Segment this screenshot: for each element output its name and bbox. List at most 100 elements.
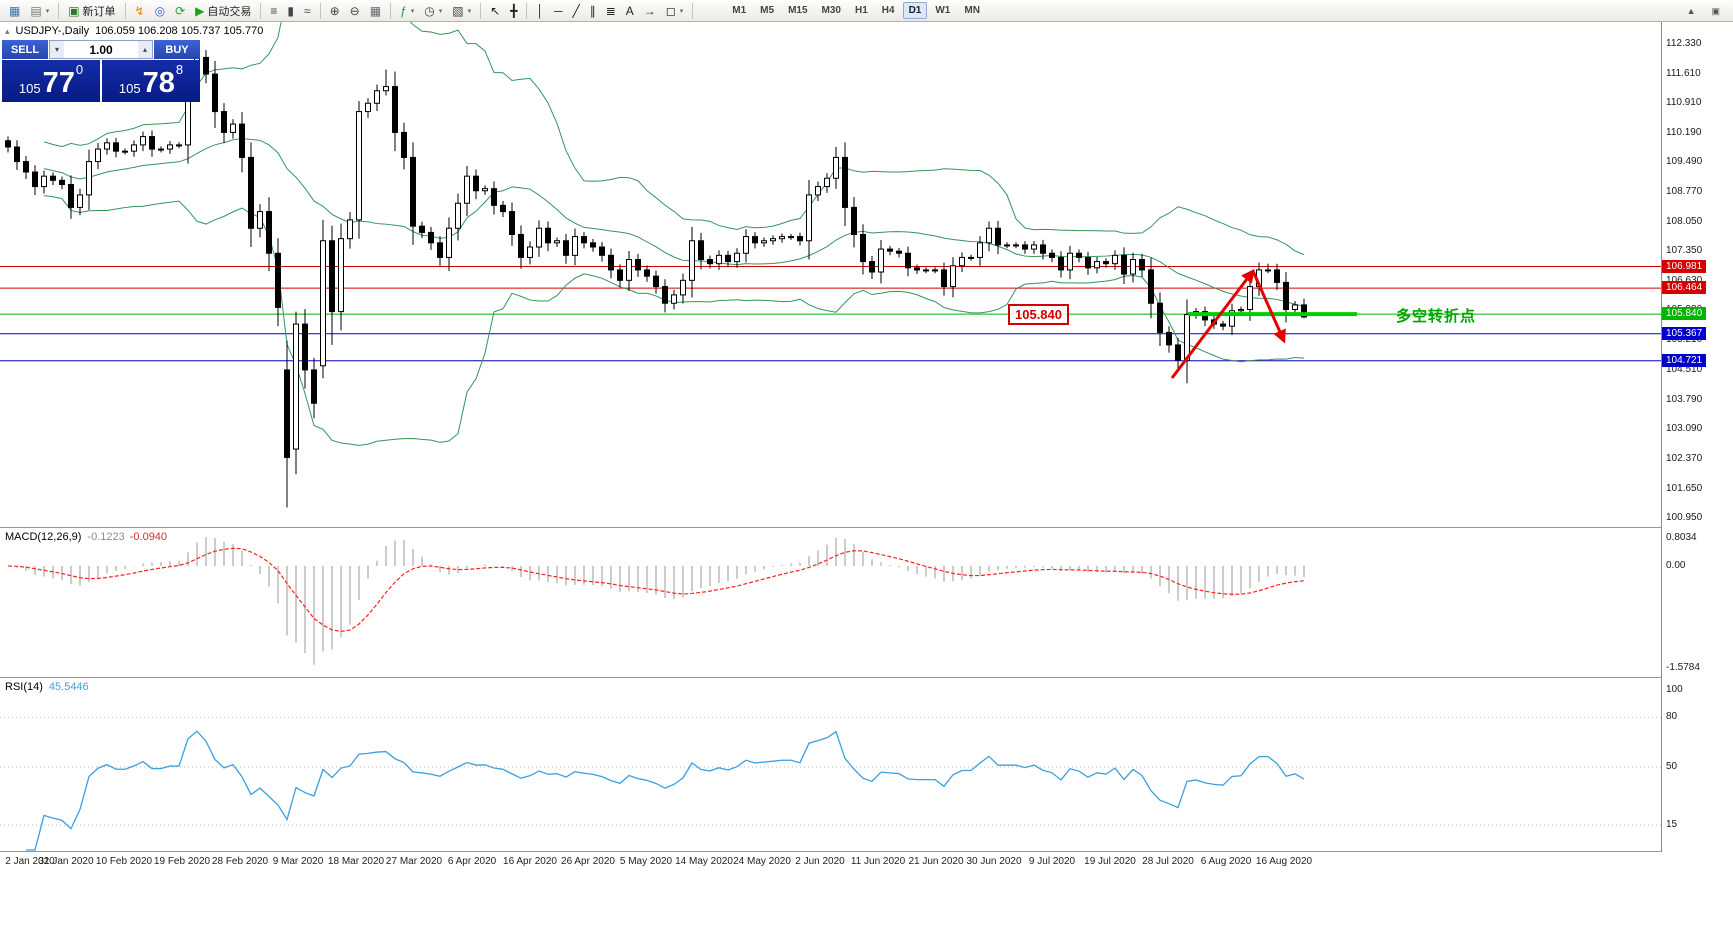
time-axis[interactable]: 2 Jan 2020 31 Jan 2020 10 Feb 2020 19 Feb 2… bbox=[0, 852, 1733, 872]
macd-signal-line bbox=[7, 547, 1305, 633]
date-label: 31 Jan 2020 bbox=[38, 856, 94, 867]
date-label: 6 Aug 2020 bbox=[1200, 856, 1252, 867]
trendline-button[interactable]: ╱ bbox=[567, 1, 584, 21]
tf-button-H4[interactable]: H4 bbox=[881, 5, 895, 16]
tf-button-H1[interactable]: H1 bbox=[854, 5, 868, 16]
macd-scale-label: 0.00 bbox=[1666, 559, 1686, 571]
chart-shift-icon[interactable]: ▣ bbox=[1706, 1, 1725, 21]
zigzag-annotation[interactable] bbox=[1170, 268, 1286, 379]
rsi-label: RSI(14) bbox=[5, 681, 43, 693]
price-level-callout[interactable]: 105.840 bbox=[1008, 304, 1069, 325]
tile-windows-icon: ▦ bbox=[369, 3, 382, 18]
vertical-line-button[interactable]: │ bbox=[531, 1, 549, 21]
panel-collapse-icon[interactable]: ▴ bbox=[5, 25, 10, 36]
bar-chart-icon: ≡ bbox=[270, 3, 278, 18]
price-tick: 110.910 bbox=[1666, 96, 1702, 108]
zoom-out-button[interactable]: ⊖ bbox=[345, 1, 365, 21]
timeframe-group: M1 M5 M15 M30 H1 H4 D1 W1 MN bbox=[725, 2, 987, 19]
candlestick-chart-icon: ▮ bbox=[287, 3, 295, 18]
price-scale[interactable]: 112.330 111.610 110.910 110.190 109.490 108.7… bbox=[1661, 22, 1733, 852]
main-chart-canvas[interactable] bbox=[0, 22, 1661, 527]
zigzag-up-arrow[interactable] bbox=[1170, 268, 1255, 379]
text-button[interactable]: A bbox=[621, 1, 639, 21]
date-label: 24 May 2020 bbox=[733, 856, 791, 867]
zoom-out-icon: ⊖ bbox=[349, 3, 360, 18]
periods-button[interactable]: ◷ ▾ bbox=[419, 1, 447, 21]
turning-point-label[interactable]: 多空转折点 bbox=[1396, 308, 1477, 325]
price-badge: 105.840 bbox=[1662, 307, 1707, 321]
tf-button-M30[interactable]: M30 bbox=[821, 5, 841, 16]
price-tick: 110.190 bbox=[1666, 126, 1702, 138]
zoom-in-button[interactable]: ⊕ bbox=[325, 1, 345, 21]
tile-windows-button[interactable]: ▦ bbox=[365, 1, 386, 21]
new-chart-button[interactable]: ▦ bbox=[4, 1, 25, 21]
profiles-button[interactable]: ▤ ▾ bbox=[25, 1, 54, 21]
ohlc-values: 106.059 106.208 105.737 105.770 bbox=[95, 25, 264, 37]
date-label: 21 Jun 2020 bbox=[908, 856, 964, 867]
crosshair-button[interactable]: ╋ bbox=[505, 1, 522, 21]
zigzag-down-arrow[interactable] bbox=[1251, 270, 1286, 344]
tf-button-M5[interactable]: M5 bbox=[760, 5, 775, 16]
tf-button-M15[interactable]: M15 bbox=[788, 5, 808, 16]
cursor-button[interactable]: ↖ bbox=[485, 1, 505, 21]
price-tick: 102.370 bbox=[1666, 452, 1703, 464]
price-tick: 106.630 bbox=[1666, 275, 1702, 287]
pane-splitter[interactable] bbox=[0, 677, 1733, 678]
toolbar-separator bbox=[260, 2, 262, 19]
volume-increase-button[interactable]: ▴ bbox=[138, 41, 152, 58]
dropdown-caret-icon: ▾ bbox=[438, 7, 443, 15]
date-label: 2 Jun 2020 bbox=[795, 856, 845, 867]
horizontal-line-button[interactable]: ─ bbox=[549, 1, 568, 21]
sell-price-pipette: 0 bbox=[75, 62, 84, 77]
indicators-icon: ƒ bbox=[400, 3, 407, 18]
price-badge: 104.721 bbox=[1662, 353, 1707, 367]
symbol-title: USDJPY-,Daily bbox=[15, 25, 90, 37]
toolbar-separator bbox=[480, 2, 482, 19]
autotrading-button[interactable]: ▶ 自动交易 bbox=[190, 1, 256, 21]
sell-price-button[interactable]: 105 77 0 bbox=[2, 60, 100, 102]
shapes-button[interactable]: ◻ ▾ bbox=[661, 1, 688, 21]
fibonacci-button[interactable]: ≣ bbox=[601, 1, 621, 21]
sell-button[interactable]: SELL bbox=[2, 40, 48, 59]
price-tick: 103.790 bbox=[1666, 393, 1703, 405]
buy-button[interactable]: BUY bbox=[154, 40, 200, 59]
line-chart-button[interactable]: ≈ bbox=[299, 1, 316, 21]
new-order-button-label: 新订单 bbox=[82, 5, 116, 18]
dropdown-caret-icon: ▾ bbox=[679, 7, 684, 15]
new-order-button[interactable]: ▣ 新订单 bbox=[63, 1, 120, 21]
tf-button-D1[interactable]: D1 bbox=[902, 2, 928, 19]
volume-decrease-button[interactable]: ▾ bbox=[50, 41, 64, 58]
templates-button[interactable]: ▧ ▾ bbox=[447, 1, 476, 21]
autotrading-icon: ▶ bbox=[195, 3, 205, 18]
refresh-icon[interactable]: ⟳ bbox=[170, 1, 190, 21]
quotes-window-icon-icon: ◎ bbox=[154, 3, 166, 18]
tf-button-M1[interactable]: M1 bbox=[732, 5, 747, 16]
tf-button-MN[interactable]: MN bbox=[964, 5, 980, 16]
candlestick-chart-button[interactable]: ▮ bbox=[282, 1, 299, 21]
volume-input[interactable] bbox=[64, 41, 138, 58]
arrows-button[interactable]: → bbox=[639, 1, 661, 21]
macd-pane-canvas[interactable] bbox=[0, 528, 1661, 677]
rsi-pane-canvas[interactable] bbox=[0, 678, 1661, 851]
profiles-icon: ▤ bbox=[30, 3, 42, 18]
cursor-icon: ↖ bbox=[490, 3, 501, 18]
buy-price-button[interactable]: 105 78 8 bbox=[102, 60, 200, 102]
sell-price-pips: 77 bbox=[42, 67, 75, 99]
quotes-window-icon[interactable]: ◎ bbox=[150, 1, 170, 21]
pane-splitter[interactable] bbox=[0, 851, 1733, 852]
expert-advisors-icon[interactable]: ↯ bbox=[130, 1, 150, 21]
channel-button[interactable]: ∥ bbox=[585, 1, 601, 21]
date-label: 2 Jan 2020 bbox=[5, 856, 55, 867]
bar-chart-button[interactable]: ≡ bbox=[265, 1, 282, 21]
indicators-button[interactable]: ƒ ▾ bbox=[395, 1, 419, 21]
toolbar-separator bbox=[58, 2, 60, 19]
scroll-to-end-icon[interactable]: ▲ bbox=[1682, 1, 1701, 21]
pane-splitter[interactable] bbox=[0, 527, 1733, 528]
date-label: 14 May 2020 bbox=[675, 856, 733, 867]
new-chart-icon: ▦ bbox=[9, 3, 21, 18]
autotrading-button-label: 自动交易 bbox=[207, 5, 252, 18]
dropdown-caret-icon: ▾ bbox=[467, 7, 472, 15]
tf-button-W1[interactable]: W1 bbox=[935, 5, 951, 16]
expert-advisors-icon-icon: ↯ bbox=[134, 3, 145, 18]
